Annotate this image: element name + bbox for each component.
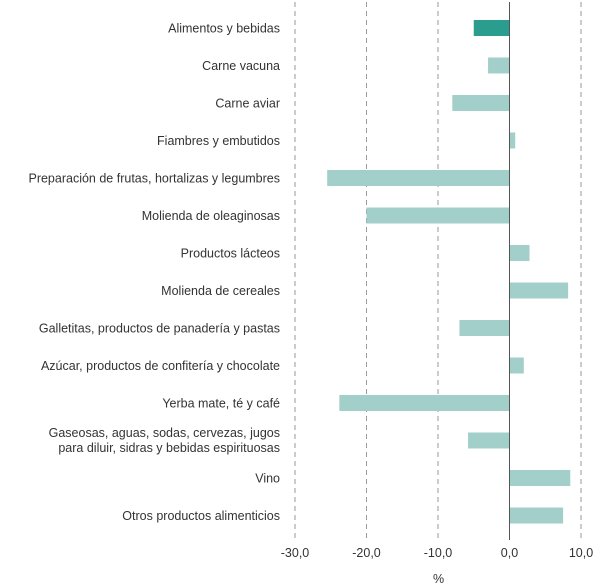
x-tick-label: -10,0 (424, 546, 453, 560)
x-tick-label: 0,0 (501, 546, 518, 560)
bar (509, 132, 516, 149)
bar (468, 432, 510, 449)
bar (452, 95, 510, 111)
category-label: Azúcar, productos de confitería y chocol… (41, 359, 280, 373)
x-axis-ticks: -30,0 -20,0 -10,0 0,0 10,0 (281, 546, 593, 560)
grid-layer (294, 2, 582, 540)
x-tick-label: -20,0 (352, 546, 381, 560)
bar (327, 170, 510, 186)
bar-layer (327, 2, 571, 540)
bar (509, 282, 569, 299)
category-label: Gaseosas, aguas, sodas, cervezas, jugos p… (49, 426, 280, 455)
bar (509, 470, 571, 486)
x-tick-label: -30,0 (281, 546, 310, 560)
category-label: Fiambres y embutidos (157, 134, 280, 148)
bar (459, 320, 510, 336)
category-label: Vino (255, 472, 280, 486)
bar (366, 207, 510, 224)
category-label: Yerba mate, té y café (162, 397, 280, 411)
category-label: Alimentos y bebidas (168, 22, 280, 36)
bar (509, 507, 564, 524)
category-label: Carne vacuna (202, 59, 280, 73)
category-label: Preparación de frutas, hortalizas y legu… (28, 172, 280, 186)
category-label: Otros productos alimenticios (122, 509, 280, 523)
category-labels: Alimentos y bebidas Carne vacuna Carne avi… (28, 22, 280, 524)
bar (339, 395, 510, 411)
x-axis-title: % (433, 572, 444, 586)
category-label: Molienda de cereales (161, 284, 280, 298)
bar (509, 245, 530, 261)
x-tick-label: 10,0 (569, 546, 593, 560)
category-label: Molienda de oleaginosas (142, 209, 280, 223)
category-label: Galletitas, productos de panadería y pas… (39, 322, 280, 336)
category-label: Carne aviar (215, 97, 280, 111)
bar (488, 57, 510, 74)
category-label: Productos lácteos (181, 247, 280, 261)
bar (473, 20, 510, 36)
bar (509, 357, 524, 374)
